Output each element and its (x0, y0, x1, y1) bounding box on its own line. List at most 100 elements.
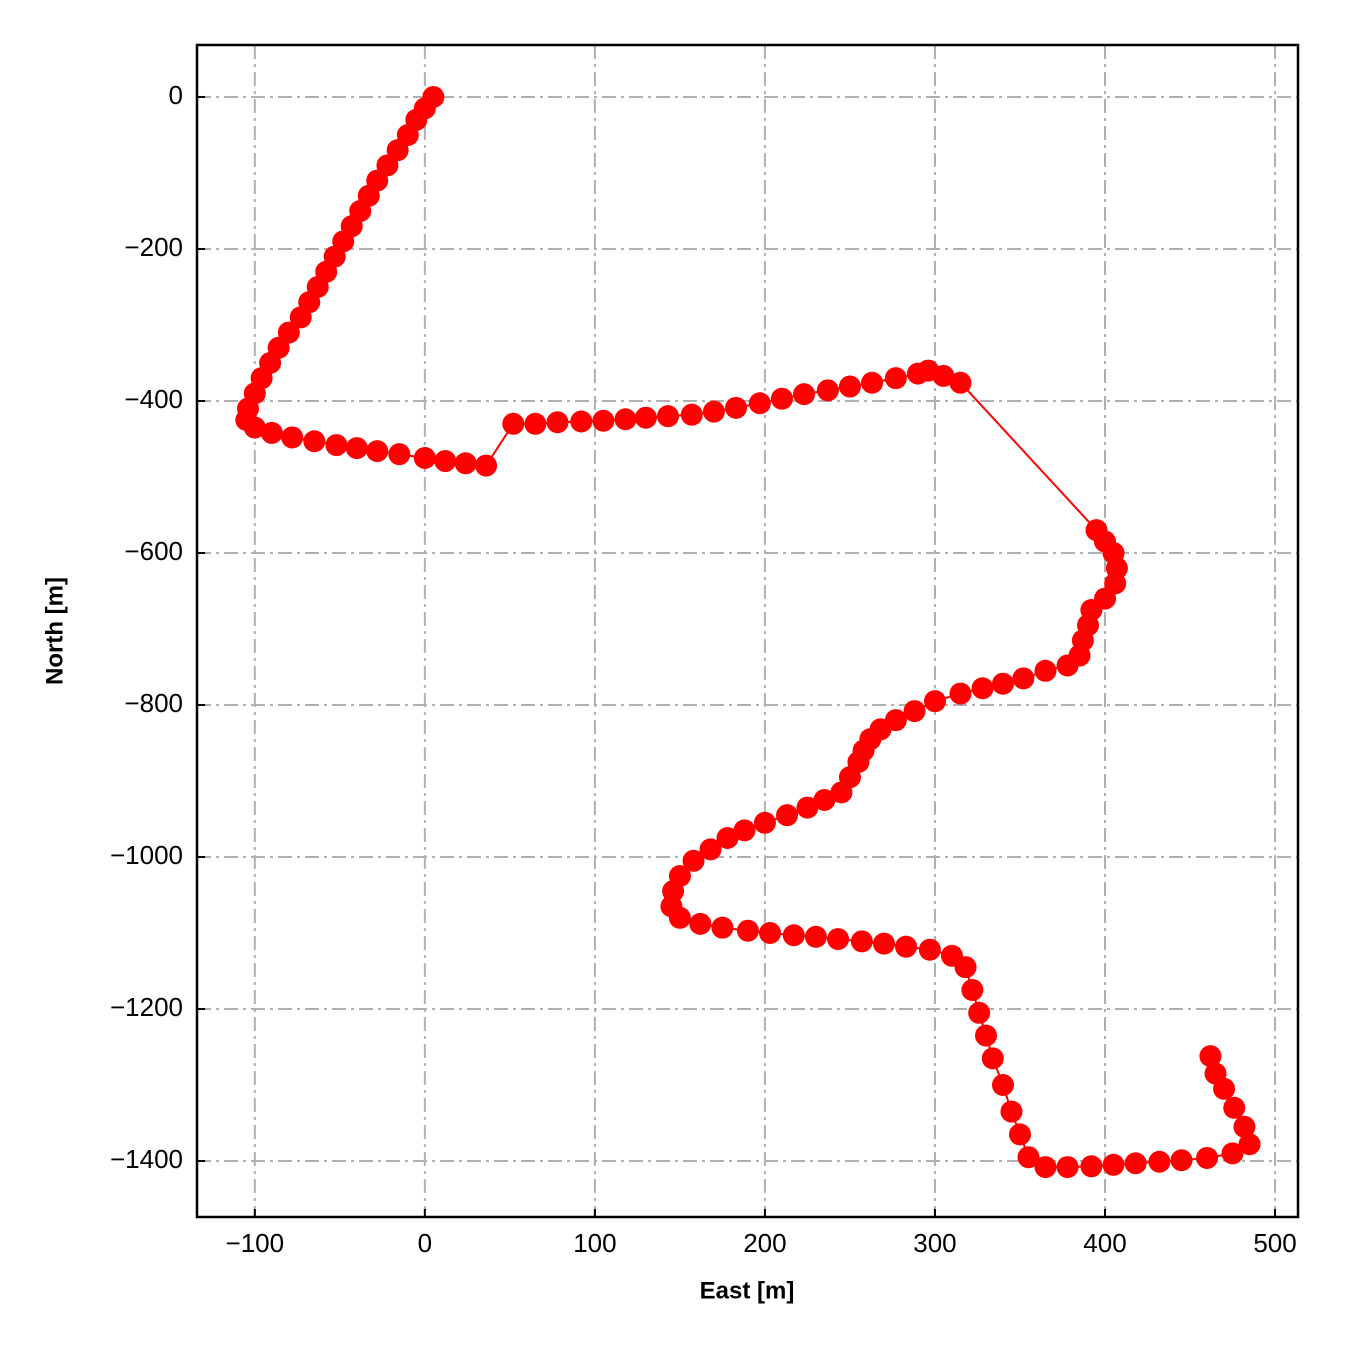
y-tick-label: −1400 (110, 1144, 183, 1174)
marker (827, 928, 850, 951)
marker (813, 788, 836, 811)
marker (1223, 1096, 1246, 1119)
y-tick-label: −200 (124, 232, 183, 262)
marker (1008, 1123, 1031, 1146)
marker (961, 978, 984, 1001)
plot-frame (195, 43, 1300, 1219)
marker (923, 690, 946, 713)
marker (971, 677, 994, 700)
marker (682, 849, 705, 872)
marker (1238, 1133, 1261, 1156)
marker (711, 916, 734, 939)
marker (793, 383, 816, 406)
marker (830, 781, 853, 804)
y-tick-label: −800 (124, 688, 183, 718)
marker (725, 396, 748, 419)
marker (770, 387, 793, 410)
marker (991, 672, 1014, 695)
marker (949, 371, 972, 394)
x-tick-label: 0 (418, 1228, 432, 1258)
marker (748, 392, 771, 415)
marker (1199, 1045, 1222, 1068)
y-tick-label: 0 (169, 80, 183, 110)
marker (434, 450, 457, 473)
marker (1170, 1149, 1193, 1172)
marker (884, 367, 907, 390)
marker (782, 924, 805, 947)
marker (502, 412, 525, 435)
marker (345, 437, 368, 460)
marker (932, 364, 955, 387)
marker (1000, 1100, 1023, 1123)
marker (689, 912, 712, 935)
marker (1196, 1146, 1219, 1169)
x-tick-label: 500 (1253, 1228, 1296, 1258)
marker (838, 375, 861, 398)
marker (736, 919, 759, 942)
y-tick-label: −400 (124, 384, 183, 414)
marker (991, 1073, 1014, 1096)
marker (570, 410, 593, 433)
marker (968, 1001, 991, 1024)
y-tick-label: −600 (124, 536, 183, 566)
marker (454, 452, 477, 475)
marker (1221, 1142, 1244, 1165)
marker (1204, 1062, 1227, 1085)
marker (903, 700, 926, 723)
marker (733, 819, 756, 842)
marker (413, 446, 436, 469)
marker (325, 434, 348, 457)
y-axis-label: North [m] (41, 577, 68, 685)
marker (872, 932, 895, 955)
marker (657, 405, 680, 428)
marker (954, 956, 977, 979)
marker (981, 1047, 1004, 1070)
marker (1233, 1115, 1256, 1138)
x-tick-label: −100 (226, 1228, 285, 1258)
marker (260, 421, 283, 444)
x-tick-label: 200 (743, 1228, 786, 1258)
marker (759, 921, 782, 944)
x-tick-label: 400 (1083, 1228, 1126, 1258)
marker (524, 412, 547, 435)
marker (1148, 1150, 1171, 1173)
marker (949, 682, 972, 705)
x-axis-label: East [m] (700, 1277, 795, 1304)
marker (699, 838, 722, 861)
x-tick-label: 300 (913, 1228, 956, 1258)
marker (1017, 1146, 1040, 1169)
marker (475, 454, 498, 477)
marker (1034, 659, 1057, 682)
marker (614, 408, 637, 431)
marker (716, 826, 739, 849)
marker (816, 379, 839, 402)
marker (1124, 1152, 1147, 1175)
y-tick-label: −1000 (110, 840, 183, 870)
marker (702, 400, 725, 423)
marker (1102, 1153, 1125, 1176)
marker (668, 906, 691, 929)
y-tick-label: −1200 (110, 992, 183, 1022)
marker (243, 416, 266, 439)
marker (918, 938, 941, 961)
marker (1034, 1156, 1057, 1179)
marker (850, 930, 873, 953)
marker (546, 411, 569, 434)
marker (1012, 667, 1035, 690)
marker (1056, 1156, 1079, 1179)
marker (680, 403, 703, 426)
marker (753, 811, 776, 834)
marker (634, 406, 657, 429)
marker (289, 306, 312, 329)
marker (776, 804, 799, 827)
marker (366, 440, 389, 463)
marker (1056, 654, 1079, 677)
marker (974, 1024, 997, 1047)
marker (895, 935, 918, 958)
marker (592, 409, 615, 432)
marker (281, 426, 304, 449)
x-tick-label: 100 (573, 1228, 616, 1258)
marker (796, 796, 819, 819)
marker (861, 371, 884, 394)
